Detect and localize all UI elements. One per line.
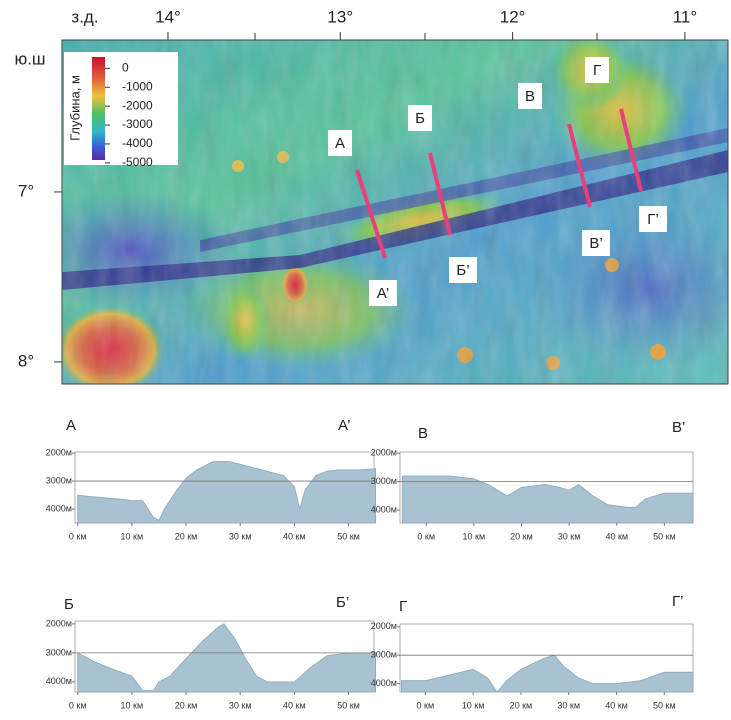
x-tick-label: 10 км (121, 700, 144, 710)
lon-tick-label: 12° (500, 7, 526, 26)
lon-tick-label: 13° (327, 7, 353, 26)
x-tick-label: 50 км (653, 700, 676, 710)
section-start: А (335, 135, 345, 152)
x-tick-label: 10 км (121, 531, 144, 541)
profile-start: А (66, 417, 76, 434)
x-tick-label: 30 км (229, 531, 252, 541)
x-tick-label: 20 км (175, 700, 198, 710)
x-tick-label: 0 км (69, 700, 87, 710)
x-tick-label: 30 км (557, 700, 580, 710)
y-tick-label: 4000м (371, 678, 397, 688)
profile-start: В (418, 425, 428, 442)
y-tick-label: 3000м (46, 647, 72, 657)
legend: Глубина, м (64, 52, 178, 165)
x-tick-label: 50 км (337, 700, 360, 710)
legend-tick-label: -4000 (122, 136, 153, 150)
x-tick-label: 50 км (653, 531, 676, 541)
lon-tick-label: 11° (673, 7, 697, 26)
legend-tick-label: -1000 (122, 79, 153, 93)
y-tick-label: 3000м (46, 475, 72, 485)
legend-tick-label: -2000 (122, 98, 153, 112)
profile-start: Б (64, 596, 74, 613)
x-tick-label: 40 км (605, 531, 628, 541)
section-labels: А А’ Б Б’ В В’ Г Г’ (328, 57, 667, 306)
y-tick-label: 2000м (371, 448, 397, 458)
y-tick-label: 3000м (371, 476, 397, 486)
section-start: Г (593, 62, 601, 79)
profile-area (402, 475, 694, 524)
y-tick-label: 2000м (371, 621, 397, 631)
profile-end: В’ (672, 419, 685, 436)
x-tick-label: 20 км (175, 531, 198, 541)
lon-tick-label: 14° (155, 7, 181, 26)
section-end: Б’ (456, 262, 469, 279)
lat-unit: ю.ш (14, 49, 45, 68)
x-tick-label: 50 км (337, 531, 360, 541)
y-tick-label: 2000м (46, 447, 72, 457)
x-tick-label: 20 км (510, 531, 533, 541)
section-end: А’ (377, 285, 390, 302)
section-lines (355, 108, 643, 259)
x-tick-label: 20 км (510, 700, 533, 710)
x-tick-label: 40 км (283, 700, 306, 710)
y-tick-label: 2000м (46, 618, 72, 628)
section-start: В (525, 88, 535, 105)
x-tick-label: 0 км (417, 531, 435, 541)
section-end: В’ (589, 235, 602, 252)
x-tick-label: 40 км (283, 531, 306, 541)
x-tick-label: 0 км (417, 700, 435, 710)
legend-tick-label: -5000 (122, 155, 153, 169)
x-tick-label: 0 км (69, 531, 87, 541)
x-tick-label: 40 км (605, 700, 628, 710)
x-tick-label: 30 км (229, 700, 252, 710)
profile-area (77, 461, 376, 524)
legend-tick-label: 0 (122, 61, 129, 75)
y-tick-label: 4000м (371, 505, 397, 515)
profile-end: Б’ (336, 594, 349, 611)
x-tick-label: 10 км (463, 531, 486, 541)
lon-unit: з.д. (71, 7, 98, 26)
legend-title: Глубина, м (67, 75, 82, 141)
profile-end: А’ (338, 417, 351, 434)
profile-start: Г (399, 598, 407, 615)
lat-tick-label: 8° (18, 351, 34, 370)
lat-tick-label: 7° (18, 181, 34, 200)
legend-box (64, 52, 178, 165)
x-tick-label: 10 км (462, 700, 485, 710)
color-bar (92, 57, 105, 160)
y-tick-label: 4000м (46, 676, 72, 686)
minor-ticks (254, 33, 598, 40)
legend-tick-label: -3000 (122, 117, 153, 131)
profile-area (401, 654, 694, 693)
x-tick-label: 30 км (558, 531, 581, 541)
y-tick-label: 4000м (46, 503, 72, 513)
y-tick-label: 3000м (371, 650, 397, 660)
profile-end: Г’ (672, 593, 683, 610)
map-frame (61, 39, 729, 385)
section-end: Г’ (647, 211, 658, 228)
section-start: Б (415, 110, 425, 127)
